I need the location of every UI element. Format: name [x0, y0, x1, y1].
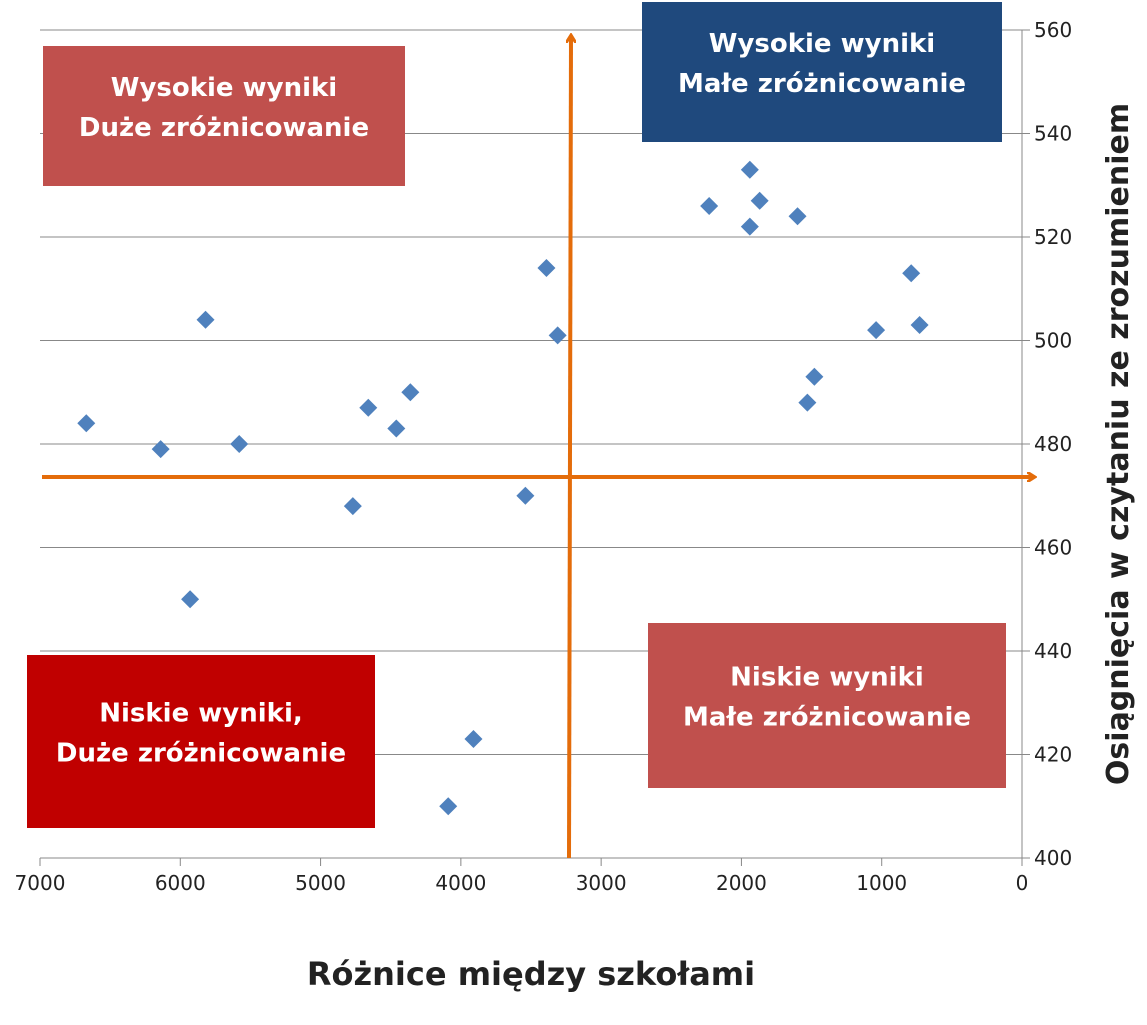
quadrant-label: Duże zróżnicowanie	[79, 113, 369, 143]
point	[181, 590, 200, 609]
quadrant-label: Małe zróżnicowanie	[683, 703, 971, 733]
y-tick-label: 400	[1034, 846, 1072, 870]
y-tick-label: 540	[1034, 122, 1072, 146]
point	[516, 486, 535, 505]
x-tick-label: 2000	[716, 871, 767, 895]
x-tick-label: 3000	[576, 871, 627, 895]
point	[805, 367, 824, 386]
point	[902, 264, 921, 283]
point	[750, 191, 769, 210]
point	[401, 383, 420, 402]
point	[387, 419, 406, 438]
point	[151, 440, 170, 459]
quadrant-label: Wysokie wyniki	[709, 29, 935, 59]
quadrant-label: Niskie wyniki	[730, 663, 924, 693]
point	[230, 435, 249, 453]
point	[788, 207, 807, 226]
y-tick-label: 520	[1034, 225, 1072, 249]
x-tick-label: 4000	[435, 871, 486, 895]
quadrant-label: Wysokie wyniki	[111, 73, 337, 103]
quadrant-box	[27, 655, 375, 828]
point	[867, 321, 886, 340]
y-tick-label: 480	[1034, 432, 1072, 456]
quadrant-box	[642, 2, 1002, 142]
x-tick-label: 5000	[295, 871, 346, 895]
point	[196, 310, 215, 329]
y-tick-label: 500	[1034, 329, 1072, 353]
point	[740, 160, 759, 179]
quadrant-label: Duże zróżnicowanie	[56, 739, 346, 769]
y-tick-label: 460	[1034, 536, 1072, 560]
point	[439, 797, 458, 816]
x-tick-label: 6000	[155, 871, 206, 895]
point	[548, 326, 567, 345]
point	[700, 196, 719, 215]
quadrant-label: Niskie wyniki,	[99, 699, 303, 729]
point	[798, 393, 817, 412]
point	[343, 497, 362, 516]
y-axis-title: Osiągnięcia w czytaniu ze zrozumieniem	[1101, 103, 1136, 785]
x-tick-label: 0	[1016, 871, 1029, 895]
quadrant-box	[648, 623, 1006, 788]
quadrant-box	[43, 46, 405, 186]
x-tick-label: 1000	[856, 871, 907, 895]
point	[77, 414, 96, 433]
y-tick-label: 420	[1034, 743, 1072, 767]
point	[537, 259, 556, 278]
x-axis-title: Różnice między szkołami	[307, 955, 755, 993]
point	[359, 398, 378, 417]
y-tick-label: 560	[1034, 18, 1072, 42]
point	[740, 217, 759, 236]
x-tick-label: 7000	[15, 871, 66, 895]
arrow	[569, 36, 571, 859]
point	[464, 729, 483, 748]
quadrant-label: Małe zróżnicowanie	[678, 69, 966, 99]
point	[910, 315, 929, 334]
y-tick-label: 440	[1034, 639, 1072, 663]
